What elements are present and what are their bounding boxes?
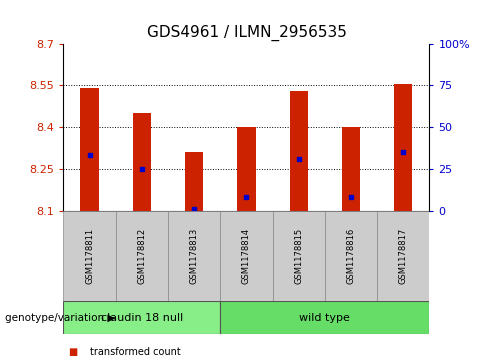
Text: transformed count: transformed count	[90, 347, 181, 357]
Bar	[220, 211, 273, 301]
Bar	[116, 211, 168, 301]
Bar	[325, 211, 377, 301]
Text: genotype/variation ▶: genotype/variation ▶	[5, 313, 115, 323]
Bar	[377, 211, 429, 301]
Bar	[63, 301, 220, 334]
Text: wild type: wild type	[300, 313, 350, 323]
Bar	[342, 127, 360, 211]
Text: GSM1178812: GSM1178812	[137, 228, 146, 284]
Text: GSM1178814: GSM1178814	[242, 228, 251, 284]
Text: GSM1178811: GSM1178811	[85, 228, 94, 284]
Bar	[273, 211, 325, 301]
Bar	[289, 91, 308, 211]
Bar	[185, 152, 203, 211]
Title: GDS4961 / ILMN_2956535: GDS4961 / ILMN_2956535	[146, 25, 346, 41]
Bar	[63, 211, 116, 301]
Text: GSM1178813: GSM1178813	[190, 228, 199, 284]
Text: ■: ■	[68, 347, 78, 357]
Text: GSM1178815: GSM1178815	[294, 228, 303, 284]
Bar	[81, 88, 99, 211]
Bar	[168, 211, 220, 301]
Text: GSM1178817: GSM1178817	[399, 228, 408, 284]
Bar	[133, 113, 151, 211]
Text: GSM1178816: GSM1178816	[346, 228, 356, 284]
Bar	[237, 127, 256, 211]
Text: claudin 18 null: claudin 18 null	[101, 313, 183, 323]
Bar	[220, 301, 429, 334]
Bar	[394, 84, 412, 211]
